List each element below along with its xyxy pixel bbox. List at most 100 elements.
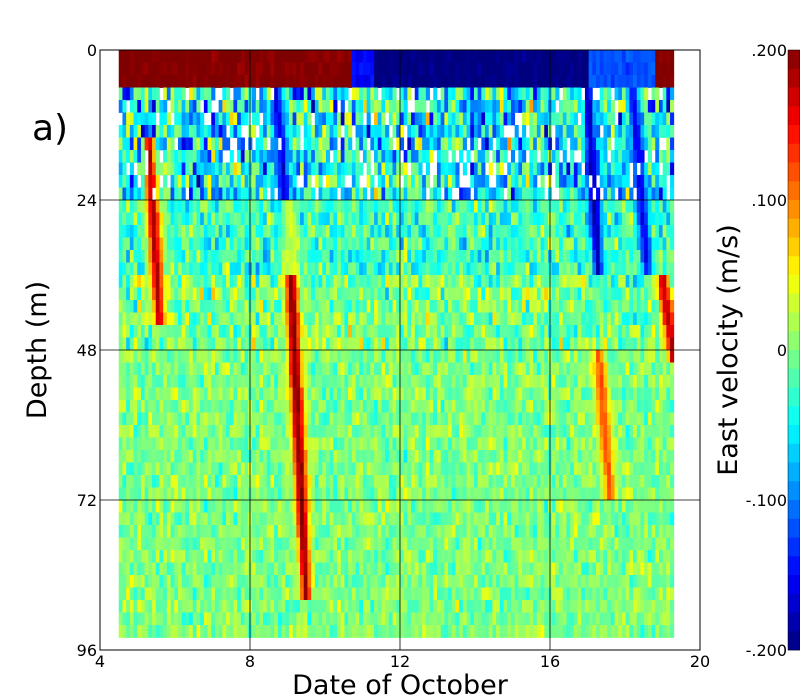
heatmap-cell bbox=[137, 275, 142, 288]
heatmap-cell bbox=[196, 237, 201, 251]
heatmap-cell bbox=[222, 462, 227, 476]
heatmap-cell bbox=[222, 562, 227, 576]
heatmap-cell bbox=[385, 350, 390, 363]
heatmap-cell bbox=[477, 512, 482, 526]
heatmap-cell bbox=[448, 50, 453, 63]
heatmap-cell bbox=[192, 87, 197, 101]
heatmap-cell bbox=[488, 287, 493, 301]
heatmap-cell bbox=[459, 225, 464, 238]
heatmap-cell bbox=[488, 162, 493, 176]
heatmap-cell bbox=[118, 287, 123, 301]
heatmap-cell bbox=[148, 575, 153, 588]
heatmap-cell bbox=[407, 112, 412, 126]
heatmap-cell bbox=[303, 287, 308, 301]
heatmap-cell bbox=[407, 412, 412, 426]
heatmap-cell bbox=[177, 150, 183, 163]
heatmap-cell bbox=[333, 362, 338, 376]
heatmap-cell bbox=[425, 562, 430, 576]
heatmap-cell bbox=[510, 537, 516, 551]
heatmap-cell bbox=[340, 112, 345, 126]
heatmap-cell bbox=[266, 475, 271, 488]
heatmap-cell bbox=[277, 312, 282, 326]
heatmap-cell bbox=[473, 562, 479, 576]
heatmap-cell bbox=[163, 75, 168, 88]
heatmap-cell bbox=[385, 450, 390, 463]
heatmap-cell bbox=[244, 312, 249, 326]
heatmap-cell bbox=[203, 275, 208, 288]
heatmap-cell bbox=[492, 225, 497, 238]
heatmap-cell bbox=[189, 250, 194, 263]
heatmap-cell bbox=[163, 587, 168, 601]
heatmap-cell bbox=[459, 125, 464, 138]
heatmap-cell bbox=[451, 100, 456, 113]
heatmap-cell bbox=[377, 587, 382, 601]
heatmap-cell bbox=[362, 150, 368, 163]
heatmap-cell bbox=[226, 300, 231, 313]
heatmap-cell bbox=[385, 175, 390, 188]
heatmap-cell bbox=[362, 587, 368, 601]
heatmap-cell bbox=[185, 575, 190, 588]
heatmap-cell bbox=[470, 50, 475, 63]
heatmap-cell bbox=[429, 312, 434, 326]
heatmap-cell bbox=[510, 250, 516, 263]
heatmap-cell bbox=[281, 62, 286, 76]
heatmap-cell bbox=[185, 350, 190, 363]
heatmap-cell bbox=[155, 87, 160, 101]
heatmap-cell bbox=[377, 475, 382, 488]
heatmap-cell bbox=[381, 600, 386, 613]
heatmap-cell bbox=[129, 437, 134, 451]
heatmap-cell bbox=[129, 562, 134, 576]
heatmap-cell bbox=[148, 337, 153, 351]
heatmap-cell bbox=[337, 237, 342, 251]
heatmap-cell bbox=[399, 200, 405, 213]
heatmap-cell bbox=[296, 225, 301, 238]
heatmap-cell bbox=[355, 62, 360, 76]
heatmap-cell bbox=[122, 300, 127, 313]
heatmap-cell bbox=[318, 550, 323, 563]
heatmap-cell bbox=[281, 75, 286, 88]
heatmap-cell bbox=[448, 87, 453, 101]
heatmap-cell bbox=[333, 212, 338, 226]
heatmap-cell bbox=[226, 587, 231, 601]
heatmap-cell bbox=[351, 87, 356, 101]
heatmap-cell bbox=[318, 437, 323, 451]
heatmap-cell bbox=[473, 400, 479, 413]
heatmap-cell bbox=[374, 62, 379, 76]
heatmap-cell bbox=[118, 437, 123, 451]
heatmap-cell bbox=[473, 200, 479, 213]
heatmap-cell bbox=[473, 337, 479, 351]
heatmap-cell bbox=[259, 325, 264, 338]
heatmap-cell bbox=[226, 550, 231, 563]
heatmap-cell bbox=[222, 425, 227, 438]
heatmap-cell bbox=[300, 575, 305, 588]
heatmap-cell bbox=[214, 225, 220, 238]
heatmap-cell bbox=[251, 125, 257, 138]
heatmap-cell bbox=[292, 550, 297, 563]
heatmap-cell bbox=[329, 600, 334, 613]
heatmap-cell bbox=[296, 150, 301, 163]
heatmap-cell bbox=[348, 475, 353, 488]
heatmap-cell bbox=[444, 187, 449, 201]
heatmap-cell bbox=[126, 300, 131, 313]
heatmap-cell bbox=[514, 187, 519, 201]
heatmap-cell bbox=[226, 187, 231, 201]
heatmap-cell bbox=[163, 312, 168, 326]
heatmap-cell bbox=[226, 287, 231, 301]
heatmap-cell bbox=[348, 437, 353, 451]
heatmap-cell bbox=[451, 162, 456, 176]
heatmap-cell bbox=[281, 312, 286, 326]
heatmap-cell bbox=[381, 275, 386, 288]
heatmap-cell bbox=[137, 75, 142, 88]
heatmap-cell bbox=[503, 562, 508, 576]
heatmap-cell bbox=[422, 50, 427, 63]
heatmap-cell bbox=[122, 387, 127, 401]
heatmap-cell bbox=[385, 187, 390, 201]
heatmap-cell bbox=[481, 337, 486, 351]
heatmap-cell bbox=[163, 612, 168, 626]
heatmap-cell bbox=[196, 150, 201, 163]
heatmap-cell bbox=[496, 262, 501, 276]
heatmap-cell bbox=[433, 287, 438, 301]
heatmap-cell bbox=[407, 287, 412, 301]
heatmap-cell bbox=[266, 450, 271, 463]
heatmap-cell bbox=[303, 312, 308, 326]
